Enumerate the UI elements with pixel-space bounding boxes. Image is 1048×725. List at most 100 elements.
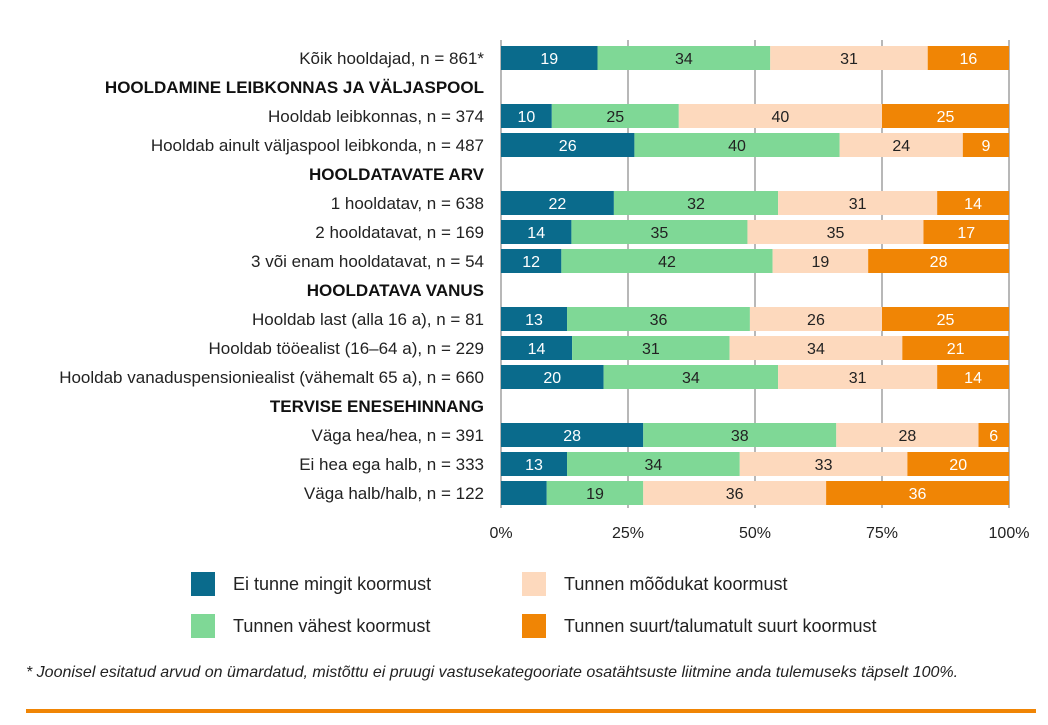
data-label: 36: [909, 486, 927, 503]
bar-segment: [739, 452, 908, 476]
bar-segment: [501, 191, 614, 215]
group-heading: HOOLDATAVATE ARV: [309, 165, 485, 184]
bar-segment: [747, 220, 924, 244]
data-label: 19: [586, 486, 604, 503]
legend-label: Tunnen mõõdukat koormust: [564, 574, 787, 594]
group-heading: HOOLDAMINE LEIBKONNAS JA VÄLJASPOOL: [105, 78, 484, 97]
data-label: 31: [849, 196, 867, 213]
data-label: 28: [563, 428, 581, 445]
bar-segment: [551, 104, 679, 128]
row-label: Hooldab vanaduspensioniealist (vähemalt …: [59, 368, 484, 387]
bar-segment: [567, 307, 750, 331]
data-label: 13: [525, 312, 543, 329]
bar-segment: [501, 423, 644, 447]
row-label: 3 või enam hooldatavat, n = 54: [251, 252, 484, 271]
data-label: 32: [687, 196, 705, 213]
row-label: Hooldab leibkonnas, n = 374: [268, 107, 484, 126]
bar-segment: [634, 133, 840, 157]
bar-segment: [571, 220, 748, 244]
data-label: 35: [651, 225, 669, 242]
legend-label: Tunnen suurt/talumatult suurt koormust: [564, 616, 876, 636]
bar-segment: [643, 481, 827, 505]
bar-segment: [501, 133, 635, 157]
group-heading: HOOLDATAVA VANUS: [307, 281, 484, 300]
data-label: 31: [840, 51, 858, 68]
row-label: Väga halb/halb, n = 122: [304, 484, 484, 503]
bar-segment: [567, 452, 740, 476]
bar-segment: [937, 191, 1009, 215]
data-label: 28: [899, 428, 917, 445]
data-label: 34: [675, 51, 693, 68]
data-label: 14: [964, 196, 982, 213]
bar-segment: [836, 423, 979, 447]
bar-segment: [501, 46, 598, 70]
data-label: 33: [815, 457, 833, 474]
data-label: 40: [772, 109, 790, 126]
data-label: 36: [650, 312, 668, 329]
bar-segment: [613, 191, 779, 215]
data-label: 36: [726, 486, 744, 503]
bar-segment: [501, 307, 568, 331]
stacked-bar-chart: 0% 25% 50% 75% 100% Kõik hooldajad, n = 861* 1…: [59, 40, 1030, 638]
bar-segment: [868, 249, 1009, 273]
bar-segment: [572, 336, 730, 360]
bar-segment: [923, 220, 1009, 244]
legend-swatch: [522, 572, 546, 596]
row-label: Hooldab ainult väljaspool leibkonda, n =…: [151, 136, 484, 155]
x-tick-label: 75%: [866, 525, 898, 542]
bar-segment: [772, 249, 869, 273]
bar-segment: [962, 133, 1009, 157]
row-label: Kõik hooldajad, n = 861*: [299, 49, 484, 68]
bar-segment: [501, 249, 562, 273]
row-label: Ei hea ega halb, n = 333: [299, 455, 484, 474]
data-label: 20: [949, 457, 967, 474]
bar-segment: [501, 452, 568, 476]
data-label: 14: [964, 370, 982, 387]
bar-segment: [603, 365, 779, 389]
bar-segment: [927, 46, 1009, 70]
group-heading: TERVISE ENESEHINNANG: [270, 397, 484, 416]
bar-segment: [501, 220, 572, 244]
data-label: 25: [937, 109, 955, 126]
row-label: Hooldab tööealist (16–64 a), n = 229: [208, 339, 484, 358]
bar-segment: [749, 307, 882, 331]
row-label: 2 hooldatavat, n = 169: [315, 223, 484, 242]
bar-segment: [501, 481, 547, 505]
data-label: 31: [642, 341, 660, 358]
data-label: 9: [981, 138, 990, 155]
data-label: 34: [682, 370, 700, 387]
data-label: 19: [811, 254, 829, 271]
bar-segment: [907, 452, 1009, 476]
data-label: 28: [930, 254, 948, 271]
x-tick-label: 50%: [739, 525, 771, 542]
data-label: 14: [528, 341, 546, 358]
bar-segment: [778, 191, 938, 215]
bar-segment: [937, 365, 1009, 389]
legend-label: Ei tunne mingit koormust: [233, 574, 431, 594]
data-label: 19: [540, 51, 558, 68]
footnote: * Joonisel esitatud arvud on ümardatud, …: [26, 664, 959, 681]
bar-segment: [902, 336, 1009, 360]
bar-segment: [778, 365, 938, 389]
bottom-rule: [26, 709, 1036, 713]
data-label: 14: [527, 225, 545, 242]
row-label: Väga hea/hea, n = 391: [311, 426, 484, 445]
legend-swatch: [522, 614, 546, 638]
bar-segment: [643, 423, 837, 447]
data-label: 26: [559, 138, 577, 155]
data-label: 40: [728, 138, 746, 155]
bar-segment: [597, 46, 771, 70]
data-label: 34: [807, 341, 825, 358]
data-label: 25: [937, 312, 955, 329]
bar-segment: [501, 104, 552, 128]
bar-segment: [678, 104, 882, 128]
data-label: 10: [518, 109, 536, 126]
bar-segment: [882, 104, 1009, 128]
data-label: 42: [658, 254, 676, 271]
bar-segment: [826, 481, 1009, 505]
data-label: 31: [849, 370, 867, 387]
data-label: 20: [543, 370, 561, 387]
data-label: 17: [957, 225, 975, 242]
data-label: 6: [989, 428, 998, 445]
x-tick-label: 100%: [989, 525, 1030, 542]
